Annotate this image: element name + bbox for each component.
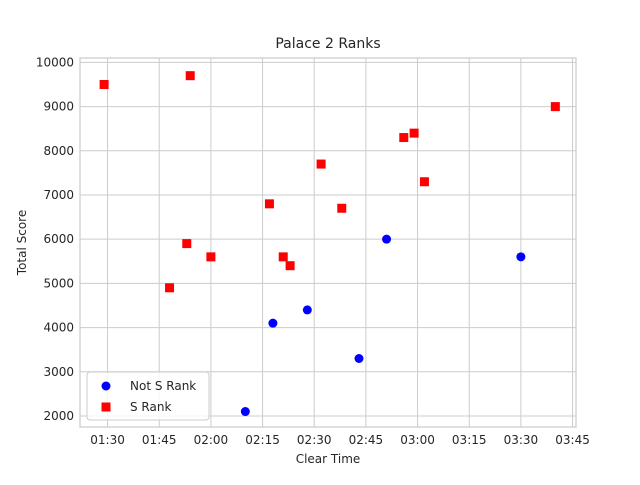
x-tick-label: 03:00 bbox=[400, 433, 435, 447]
s-rank-point bbox=[550, 102, 560, 112]
x-tick-label: 01:30 bbox=[90, 433, 125, 447]
y-tick-label: 5000 bbox=[43, 276, 74, 290]
y-tick-label: 10000 bbox=[36, 55, 74, 69]
legend-label-not-s-rank: Not S Rank bbox=[130, 379, 196, 393]
s-rank-point bbox=[409, 128, 419, 138]
y-tick-label: 8000 bbox=[43, 144, 74, 158]
legend-marker-not-s-rank bbox=[101, 381, 111, 391]
y-axis-label: Total Score bbox=[15, 210, 29, 276]
chart-title: Palace 2 Ranks bbox=[275, 36, 380, 52]
data-points bbox=[99, 71, 560, 417]
not-s-rank-point bbox=[382, 234, 392, 244]
x-tick-label: 03:15 bbox=[452, 433, 487, 447]
s-rank-point bbox=[278, 252, 288, 262]
x-tick-label: 02:45 bbox=[349, 433, 384, 447]
s-rank-point bbox=[399, 133, 409, 143]
x-axis-label: Clear Time bbox=[296, 452, 361, 466]
not-s-rank-point bbox=[354, 354, 364, 364]
plot-frame bbox=[79, 57, 577, 428]
s-rank-point bbox=[285, 261, 295, 271]
s-rank-point bbox=[419, 177, 429, 187]
not-s-rank-point bbox=[268, 318, 278, 328]
y-tick-label: 7000 bbox=[43, 188, 74, 202]
x-tick-label: 03:45 bbox=[555, 433, 590, 447]
y-tick-label: 6000 bbox=[43, 232, 74, 246]
y-tick-label: 4000 bbox=[43, 321, 74, 335]
x-tick-label: 03:30 bbox=[504, 433, 539, 447]
y-axis-ticks: 2000 3000 4000 5000 6000 7000 8000 9000 10000 bbox=[36, 55, 74, 423]
grid bbox=[80, 58, 576, 427]
s-rank-point bbox=[182, 239, 192, 249]
legend-marker-s-rank bbox=[101, 402, 111, 412]
legend-label-s-rank: S Rank bbox=[130, 400, 171, 414]
not-s-rank-point bbox=[516, 252, 526, 262]
legend-box bbox=[86, 371, 210, 421]
x-axis-ticks: 01:30 01:45 02:00 02:15 02:30 02:45 03:00 03:15… bbox=[90, 433, 590, 447]
s-rank-point bbox=[337, 203, 347, 213]
x-tick-label: 02:15 bbox=[245, 433, 280, 447]
s-rank-point bbox=[206, 252, 216, 262]
legend: Not S Rank S Rank bbox=[86, 371, 210, 421]
s-rank-point bbox=[264, 199, 274, 209]
y-tick-label: 2000 bbox=[43, 409, 74, 423]
y-tick-label: 3000 bbox=[43, 365, 74, 379]
s-rank-point bbox=[99, 80, 109, 90]
x-tick-label: 02:30 bbox=[297, 433, 332, 447]
s-rank-point bbox=[185, 71, 195, 81]
x-tick-label: 02:00 bbox=[194, 433, 229, 447]
x-tick-label: 01:45 bbox=[142, 433, 177, 447]
not-s-rank-point bbox=[302, 305, 312, 315]
not-s-rank-point bbox=[240, 407, 250, 417]
s-rank-point bbox=[316, 159, 326, 169]
y-tick-label: 9000 bbox=[43, 100, 74, 114]
s-rank-point bbox=[165, 283, 175, 293]
